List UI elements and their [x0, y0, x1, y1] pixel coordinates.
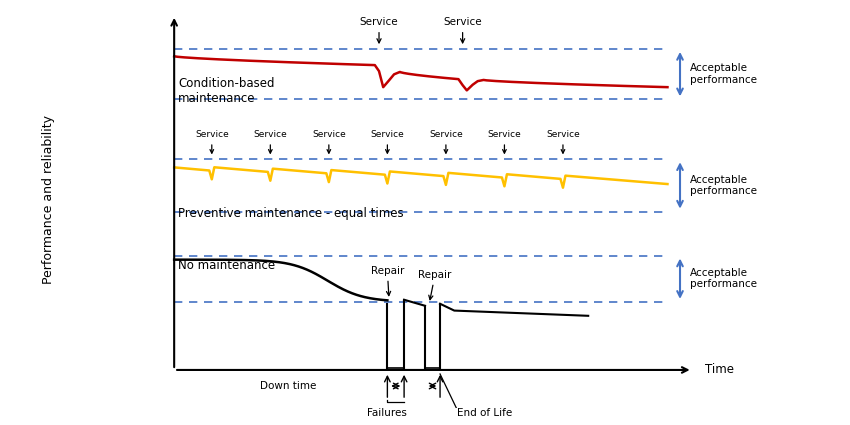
Text: Failures: Failures	[367, 408, 407, 418]
Text: Repair: Repair	[418, 270, 451, 300]
Text: End of Life: End of Life	[456, 408, 512, 418]
Text: Time: Time	[706, 363, 734, 377]
Text: Acceptable
performance: Acceptable performance	[690, 63, 757, 85]
Text: Service: Service	[429, 130, 462, 153]
Text: Preventive maintenance - equal times: Preventive maintenance - equal times	[178, 207, 404, 220]
Text: Acceptable
performance: Acceptable performance	[690, 268, 757, 289]
Text: Repair: Repair	[371, 266, 404, 296]
Text: Service: Service	[195, 130, 229, 153]
Text: Performance and reliability: Performance and reliability	[42, 115, 55, 284]
Text: Service: Service	[360, 17, 399, 43]
Text: Down time: Down time	[260, 381, 316, 391]
Text: Service: Service	[253, 130, 287, 153]
Text: Condition-based
maintenance: Condition-based maintenance	[178, 77, 275, 105]
Text: Service: Service	[488, 130, 521, 153]
Text: Service: Service	[371, 130, 405, 153]
Text: Service: Service	[546, 130, 580, 153]
Text: Acceptable
performance: Acceptable performance	[690, 175, 757, 196]
Text: No maintenance: No maintenance	[178, 259, 275, 272]
Text: Service: Service	[444, 17, 482, 43]
Text: Service: Service	[312, 130, 346, 153]
